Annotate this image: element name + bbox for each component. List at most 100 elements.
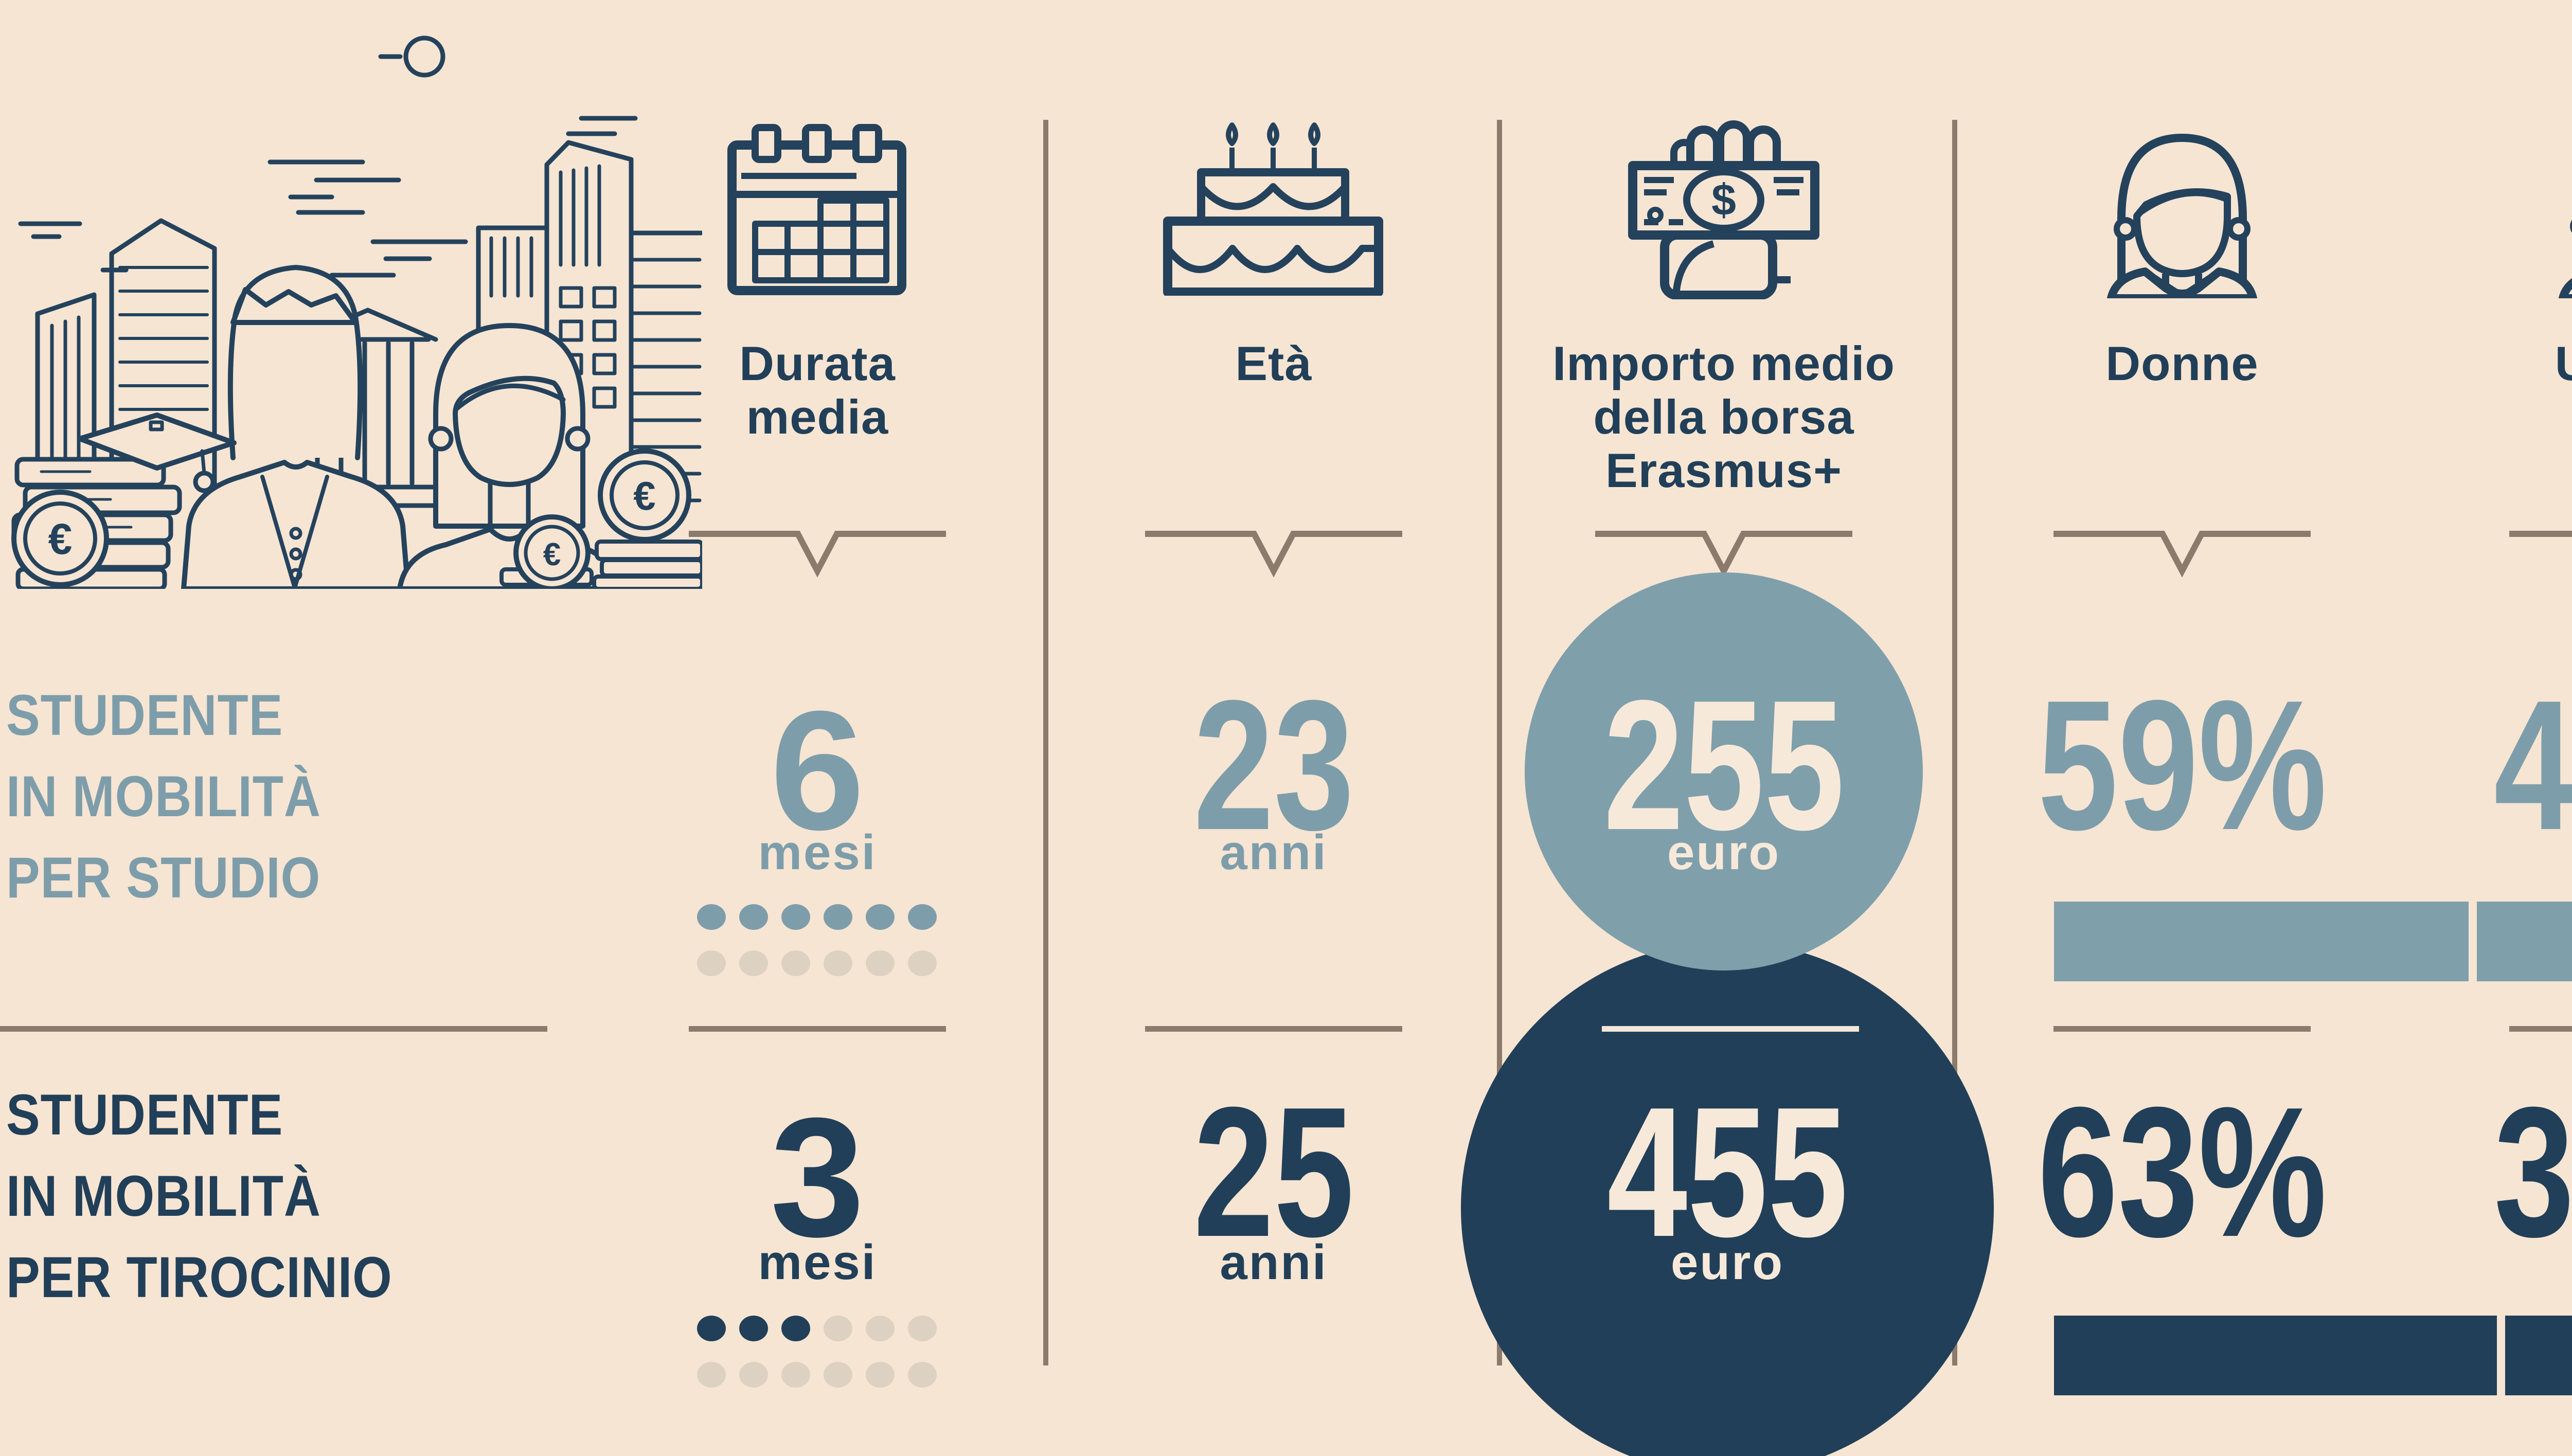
duration-dot	[866, 904, 895, 930]
importo-unit-row1: euro	[1667, 825, 1781, 880]
duration-dot	[908, 1362, 937, 1388]
gender-bar-gap	[2497, 1316, 2505, 1395]
gender-bar-row1	[2054, 902, 2572, 981]
duration-dot	[824, 904, 852, 930]
notch-line-uomini	[2509, 530, 2572, 579]
money-in-hand-icon: $	[1613, 114, 1834, 299]
duration-dot	[739, 1362, 768, 1388]
duration-dot	[824, 1316, 852, 1341]
duration-dot	[866, 950, 895, 976]
row-label-studio-line2: IN MOBILITÀ	[6, 764, 321, 829]
duration-dot	[739, 1316, 768, 1341]
uomini-value-row1: 41%	[2493, 662, 2572, 869]
column-header-importo-line3: Erasmus+	[1605, 443, 1842, 497]
calendar-icon	[727, 118, 907, 296]
column-header-uomini: Uomini	[2407, 337, 2572, 390]
row-label-tirocinio-line1: STUDENTE	[6, 1083, 283, 1147]
column-header-importo: Importo medio della borsa Erasmus+	[1492, 337, 1955, 497]
column-header-eta-line1: Età	[1235, 336, 1312, 390]
column-header-donne-line1: Donne	[2105, 336, 2259, 390]
sun-icon	[378, 35, 445, 78]
duration-dot	[824, 1362, 852, 1388]
students-illustration: € € €	[3, 8, 702, 589]
svg-text:€: €	[543, 537, 561, 572]
durata-unit-row1: mesi	[758, 825, 877, 880]
gender-bar-row2	[2054, 1316, 2572, 1395]
notch-line-durata	[689, 530, 946, 579]
divider-importo-donne	[1952, 120, 1957, 1365]
importo-value-row1: 255	[1603, 662, 1845, 869]
durata-value-row2: 3	[770, 1082, 865, 1272]
eta-unit-row1: anni	[1220, 825, 1328, 880]
duration-dot	[824, 950, 852, 976]
column-header-durata-line2: media	[746, 390, 889, 444]
gender-bar-row2-uomini	[2505, 1316, 2572, 1395]
row-label-tirocinio: STUDENTE IN MOBILITÀ PER TIROCINIO	[6, 1074, 504, 1318]
duration-dot	[781, 1362, 810, 1388]
column-header-importo-line2: della borsa	[1593, 390, 1854, 444]
divider-eta-importo	[1497, 120, 1502, 1365]
importo-circle-studio	[1525, 572, 1923, 970]
row-label-tirocinio-line2: IN MOBILITÀ	[6, 1164, 321, 1228]
gender-bar-gap	[2469, 902, 2477, 981]
gender-bar-row2-donne	[2054, 1316, 2497, 1395]
gender-bar-row1-donne	[2054, 902, 2469, 981]
duration-dot	[739, 950, 768, 976]
duration-dot	[866, 1362, 895, 1388]
durata-value-row1: 6	[770, 675, 865, 865]
svg-text:€: €	[48, 515, 73, 563]
gender-bar-row1-uomini	[2477, 902, 2572, 981]
donne-value-row2: 63%	[2037, 1069, 2327, 1275]
midline-importo	[1602, 1026, 1859, 1032]
eta-value-row2: 25	[1193, 1069, 1354, 1275]
euro-coins: € € €	[11, 448, 702, 589]
svg-text:€: €	[633, 473, 655, 518]
speed-lines	[18, 116, 638, 278]
duration-dot	[697, 1316, 726, 1341]
divider-durata-eta	[1043, 120, 1048, 1365]
row-label-studio: STUDENTE IN MOBILITÀ PER STUDIO	[6, 675, 504, 919]
man-icon	[2558, 117, 2572, 298]
duration-dot	[866, 1316, 895, 1341]
duration-dot	[781, 904, 810, 930]
durata-dots-row2	[697, 1316, 939, 1388]
svg-text:$: $	[1711, 175, 1736, 225]
row-label-studio-line1: STUDENTE	[6, 683, 283, 747]
birthday-cake-icon	[1163, 121, 1384, 296]
eta-unit-row2: anni	[1220, 1235, 1328, 1290]
duration-dot	[697, 904, 726, 930]
donne-value-row1: 59%	[2037, 662, 2327, 869]
column-header-durata-line1: Durata	[739, 336, 896, 390]
column-header-eta: Età	[1042, 337, 1505, 390]
column-header-durata: Durata media	[586, 337, 1049, 444]
column-header-uomini-line1: Uomini	[2407, 337, 2572, 390]
duration-dot	[697, 950, 726, 976]
midline-eta	[1145, 1026, 1402, 1032]
notch-line-eta	[1145, 530, 1402, 579]
duration-dot	[908, 950, 937, 976]
graduation-cap-icon	[77, 412, 237, 493]
column-header-donne: Donne	[1951, 337, 2414, 390]
duration-dot	[908, 1316, 937, 1341]
midline-left	[0, 1026, 547, 1032]
eta-value-row1: 23	[1193, 662, 1354, 869]
midline-donne	[2053, 1026, 2311, 1032]
midline-durata	[689, 1026, 946, 1032]
row-label-tirocinio-line3: PER TIROCINIO	[6, 1245, 392, 1309]
durata-dots-row1	[697, 904, 939, 976]
notch-line-donne	[2053, 530, 2311, 579]
duration-dot	[697, 1362, 726, 1388]
midline-uomini	[2509, 1026, 2572, 1032]
durata-unit-row2: mesi	[758, 1235, 877, 1290]
duration-dot	[739, 904, 768, 930]
row-label-studio-line3: PER STUDIO	[6, 846, 321, 910]
male-student	[181, 265, 410, 589]
notch-line-importo	[1595, 530, 1852, 579]
woman-icon	[2105, 118, 2259, 298]
column-header-importo-line1: Importo medio	[1552, 336, 1895, 390]
duration-dot	[781, 950, 810, 976]
duration-dot	[781, 1316, 810, 1341]
importo-value-row2: 455	[1606, 1069, 1848, 1275]
uomini-value-row2: 37%	[2493, 1069, 2572, 1275]
